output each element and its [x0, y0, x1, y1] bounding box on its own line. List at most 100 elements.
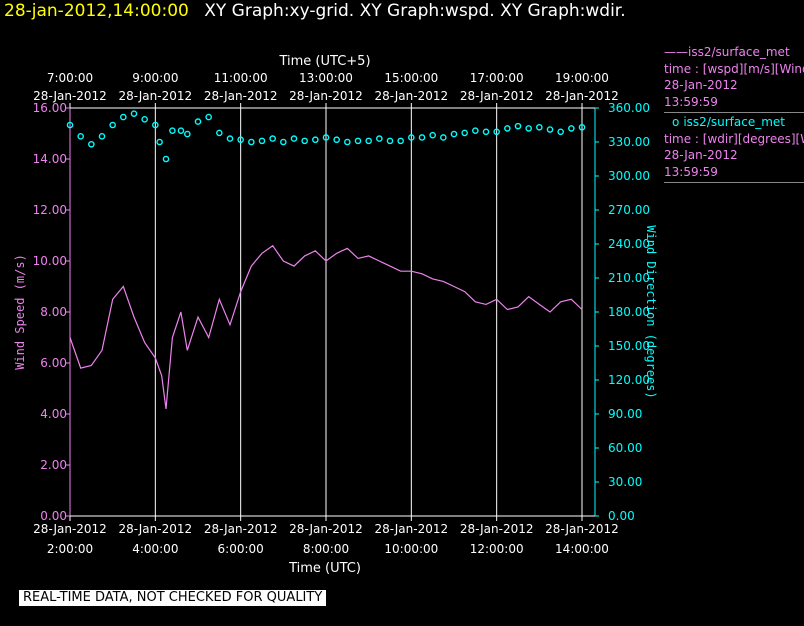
wind-direction-point [450, 130, 458, 138]
wind-direction-point [440, 134, 447, 141]
wind-direction-point [290, 135, 298, 142]
legend-series-date: 28-Jan-2012 [664, 148, 738, 162]
wind-direction-point [66, 121, 74, 129]
x-top-tick-time: 7:00:00 [47, 71, 93, 85]
wind-direction-point [578, 123, 586, 131]
left-tick-label: 10.00 [33, 254, 67, 268]
grid-lines [69, 108, 583, 516]
x-top-tick-date: 28-Jan-2012 [460, 89, 534, 103]
left-tick-label: 2.00 [40, 458, 67, 472]
x-top-tick-date: 28-Jan-2012 [375, 89, 449, 103]
right-tick-label: 360.00 [608, 101, 650, 115]
x-tick-date: 28-Jan-2012 [119, 522, 193, 536]
wind-direction-point [152, 121, 159, 129]
wind-direction-point [546, 126, 554, 133]
x-top-tick-time: 15:00:00 [384, 71, 438, 85]
x-tick-date: 28-Jan-2012 [204, 522, 278, 536]
wind-direction-point [226, 135, 234, 142]
x-top-tick-time: 9:00:00 [132, 71, 178, 85]
wind-direction-point [248, 138, 255, 146]
right-tick-label: 60.00 [608, 441, 642, 455]
wind-direction-point [429, 131, 436, 139]
wind-direction-point [354, 137, 362, 145]
wind-direction-point [109, 121, 116, 129]
right-tick-label: 300.00 [608, 169, 650, 183]
wind-direction-point [120, 113, 127, 121]
wind-speed-line [69, 244, 583, 409]
wind-direction-point [322, 134, 330, 141]
right-axis-title: Wind Direction (degrees) [644, 225, 658, 398]
wind-direction-point [461, 129, 468, 137]
wind-direction-point [514, 122, 522, 130]
legend-series-time: 13:59:59 [664, 94, 718, 109]
wind-direction-point [525, 125, 532, 132]
wind-direction-point [162, 155, 170, 163]
legend-series-desc: time : [wdir][degrees][W [664, 131, 804, 146]
wind-direction-point [482, 128, 490, 136]
wind-direction-point [333, 136, 340, 144]
wind-direction-point [418, 134, 426, 141]
series-layer [66, 110, 586, 409]
x-tick-date: 28-Jan-2012 [460, 522, 534, 536]
x-top-tick-date: 28-Jan-2012 [545, 89, 619, 103]
wind-direction-point [130, 110, 138, 117]
wind-direction-point [269, 135, 276, 142]
wind-direction-point [365, 137, 372, 145]
legend-series-date: 28-Jan-2012 [664, 78, 738, 92]
x-tick-time: 10:00:00 [384, 542, 438, 556]
left-tick-label: 0.00 [40, 509, 67, 523]
right-tick-label: 90.00 [608, 407, 642, 421]
x-tick-time: 8:00:00 [303, 542, 349, 556]
wind-direction-point [386, 137, 394, 145]
legend-entry-wdir: o iss2/surface_met time : [wdir][degrees]… [664, 114, 804, 183]
right-tick-label: 150.00 [608, 339, 650, 353]
x-top-tick-date: 28-Jan-2012 [204, 89, 278, 103]
wind-direction-point [344, 138, 351, 146]
x-tick-date: 28-Jan-2012 [33, 522, 107, 536]
bottom-axis-title: Time (UTC) [288, 561, 361, 576]
left-axis-title: Wind Speed (m/s) [13, 254, 27, 370]
wind-direction-point [280, 138, 287, 146]
wind-direction-point [301, 137, 308, 145]
wind-direction-point [184, 130, 191, 138]
wind-direction-point [568, 125, 575, 132]
legend-series-name: iss2/surface_met [683, 115, 785, 129]
legend-entry-wspd: ——iss2/surface_met time : [wspd][m/s][Wi… [664, 44, 804, 113]
wind-direction-point [397, 137, 404, 145]
quality-notice: REAL-TIME DATA, NOT CHECKED FOR QUALITY [19, 590, 327, 606]
right-tick-label: 270.00 [608, 203, 650, 217]
x-tick-time: 6:00:00 [218, 542, 264, 556]
wind-direction-point [169, 127, 176, 134]
wind-direction-point [536, 123, 543, 131]
header-title: 28-jan-2012,14:00:00 XY Graph:xy-grid. X… [4, 1, 626, 21]
wind-direction-point [98, 133, 106, 140]
wind-direction-point [194, 118, 202, 125]
wind-direction-point [216, 129, 223, 137]
x-tick-date: 28-Jan-2012 [289, 522, 363, 536]
wind-direction-point [88, 140, 95, 148]
x-top-tick-time: 19:00:00 [555, 71, 609, 85]
right-tick-label: 180.00 [608, 305, 650, 319]
left-tick-label: 12.00 [33, 203, 67, 217]
x-top-tick-time: 11:00:00 [214, 71, 268, 85]
x-tick-time: 12:00:00 [470, 542, 524, 556]
wind-direction-point [504, 125, 511, 132]
header-graph-names: XY Graph:xy-grid. XY Graph:wspd. XY Grap… [204, 1, 626, 21]
wind-direction-point [376, 135, 383, 142]
wind-direction-point [258, 137, 266, 145]
legend: —— iss2/surface_met time : [wspd][m/s][Wi… [664, 44, 804, 194]
wind-direction-point [408, 134, 415, 141]
x-tick-time: 4:00:00 [132, 542, 178, 556]
wind-direction-point [141, 116, 148, 123]
left-tick-label: 16.00 [33, 101, 67, 115]
wind-direction-point [177, 127, 185, 134]
left-tick-label: 6.00 [40, 356, 67, 370]
legend-line-icon: —— [664, 45, 688, 59]
legend-circle-icon: o [672, 115, 680, 129]
legend-marker-row: o iss2/surface_met [664, 114, 804, 131]
right-tick-label: 210.00 [608, 271, 650, 285]
left-tick-label: 4.00 [40, 407, 67, 421]
legend-series-desc: time : [wspd][m/s][Wind [664, 61, 804, 76]
x-tick-time: 2:00:00 [47, 542, 93, 556]
